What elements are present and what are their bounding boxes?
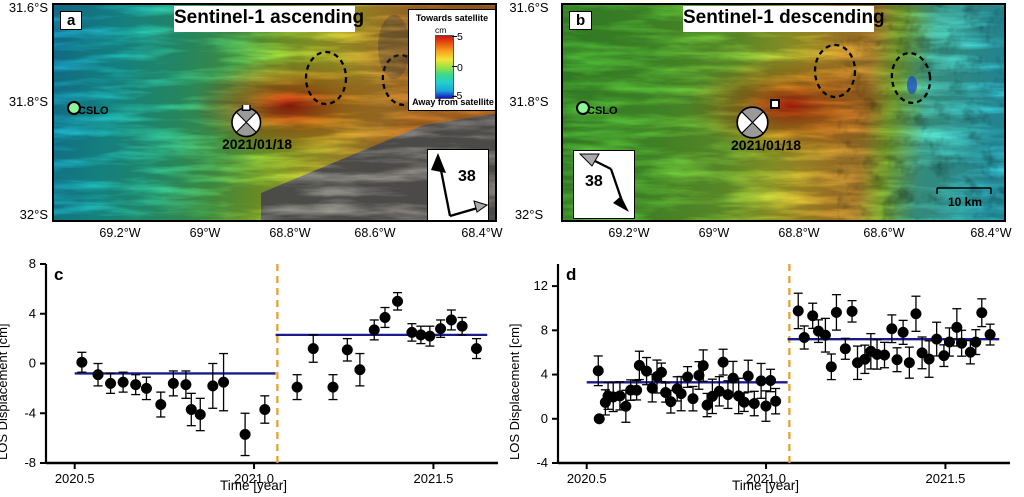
svg-text:-4: -4 (24, 405, 36, 420)
svg-text:2021.5: 2021.5 (414, 471, 454, 486)
svg-text:2020.5: 2020.5 (567, 471, 607, 486)
svg-text:-4: -4 (536, 455, 548, 470)
svg-text:0: 0 (29, 356, 36, 371)
svg-text:12: 12 (534, 278, 548, 293)
svg-text:d: d (566, 265, 576, 284)
svg-text:-8: -8 (24, 455, 36, 470)
svg-text:2021.5: 2021.5 (926, 471, 966, 486)
svg-text:0: 0 (541, 411, 548, 426)
svg-text:8: 8 (29, 256, 36, 271)
svg-text:2020.5: 2020.5 (55, 471, 95, 486)
svg-text:8: 8 (541, 322, 548, 337)
svg-text:4: 4 (541, 367, 548, 382)
svg-text:c: c (54, 265, 63, 284)
svg-text:4: 4 (29, 306, 36, 321)
